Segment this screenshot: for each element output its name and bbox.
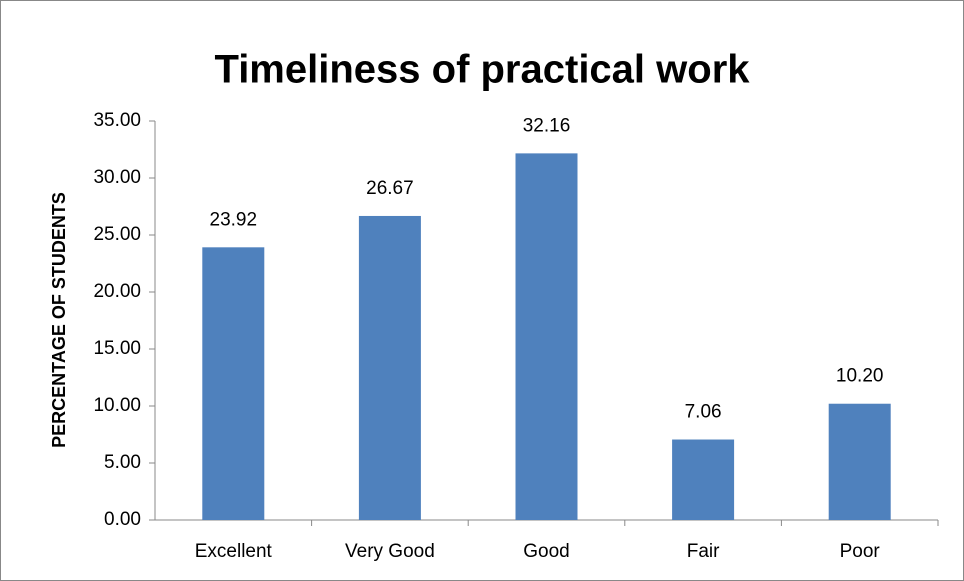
y-tick-label: 35.00	[93, 110, 141, 131]
x-tick-label: Very Good	[345, 541, 435, 562]
bar	[358, 215, 421, 520]
data-label: 7.06	[685, 402, 722, 423]
data-label: 26.67	[366, 178, 414, 199]
y-tick-label: 30.00	[93, 167, 141, 188]
x-tick-label: Poor	[840, 541, 881, 562]
data-label: 32.16	[523, 115, 571, 136]
bar	[672, 439, 735, 520]
y-tick-label: 25.00	[93, 224, 141, 245]
x-tick-label: Good	[523, 541, 569, 562]
chart-title: Timeliness of practical work	[214, 48, 750, 92]
data-label: 10.20	[836, 366, 884, 387]
bar	[515, 153, 578, 520]
data-label: 23.92	[210, 209, 258, 230]
x-tick-label: Fair	[687, 541, 720, 562]
y-axis-label: PERCENTAGE OF STUDENTS	[49, 192, 69, 448]
y-tick-label: 5.00	[104, 452, 141, 473]
y-tick-label: 0.00	[104, 509, 141, 530]
y-tick-label: 10.00	[93, 395, 141, 416]
x-tick-label: Excellent	[195, 541, 273, 562]
y-tick-label: 20.00	[93, 281, 141, 302]
y-tick-label: 15.00	[93, 338, 141, 359]
bar	[202, 247, 265, 520]
bar	[828, 403, 891, 520]
